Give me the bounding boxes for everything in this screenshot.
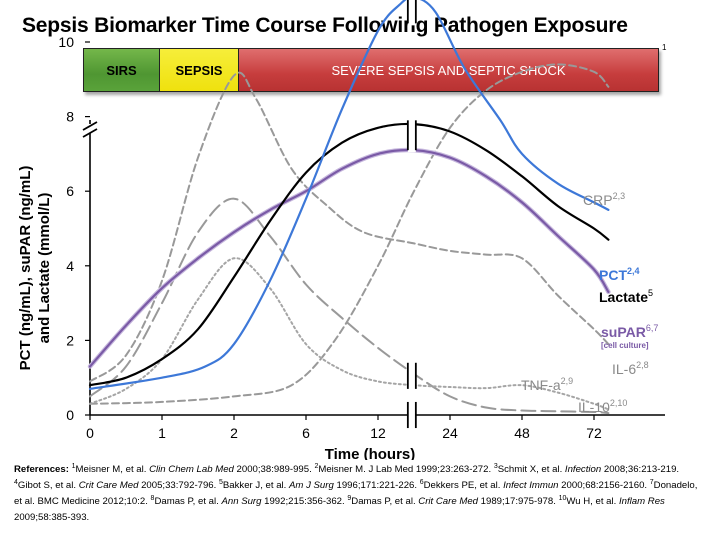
x-tick-label: 24 xyxy=(442,425,458,441)
series-label-TNF-a: TNF-a2,9 xyxy=(521,376,573,393)
x-tick-label: 6 xyxy=(302,425,310,441)
y-axis-break-gap xyxy=(84,124,96,133)
x-axis-break-gap xyxy=(407,360,416,391)
sepsis-phase-bar: SIRS SEPSIS SEVERE SEPSIS AND SEPTIC SHO… xyxy=(83,48,659,92)
series-label-suPAR: suPAR6,7 xyxy=(601,323,658,340)
y-axis-label-line: and Lactate (mmol/L) xyxy=(36,193,53,344)
x-axis-break-gap xyxy=(407,0,416,26)
series-line-suPAR xyxy=(88,148,610,368)
series-label-PCT: PCT2,4 xyxy=(599,266,640,283)
x-tick-label: 1 xyxy=(158,425,166,441)
series-label-Lactate: Lactate5 xyxy=(599,288,653,305)
y-tick-label: 8 xyxy=(66,109,74,125)
y-tick-label: 10 xyxy=(58,34,74,50)
x-tick-label: 0 xyxy=(86,425,94,441)
y-axis-break-mark xyxy=(82,121,98,131)
y-tick-label: 4 xyxy=(66,258,74,274)
y-tick-label: 6 xyxy=(66,183,74,199)
reference-item: 6Dekkers PE, et al. Infect Immun 2000;68… xyxy=(419,478,650,491)
x-tick-label: 72 xyxy=(586,425,602,441)
x-tick-label: 12 xyxy=(370,425,386,441)
phase-severe-sepsis: SEVERE SEPSIS AND SEPTIC SHOCK xyxy=(239,49,658,91)
phase-sirs: SIRS xyxy=(84,49,159,91)
references-label: References: xyxy=(14,464,72,475)
series-line-IL-6 xyxy=(89,71,610,383)
reference-item: 4Gibot S, et al. Crit Care Med 2005;33:7… xyxy=(14,478,219,491)
x-tick-label: 48 xyxy=(514,425,530,441)
series-sublabel-suPAR: [cell culture] xyxy=(601,341,649,350)
series-line-CRP xyxy=(89,63,610,405)
x-tick-label: 2 xyxy=(230,425,238,441)
references: References: 1Meisner M, et al. Clin Chem… xyxy=(14,462,708,526)
series-line-PCT xyxy=(88,0,610,390)
reference-item: 2Meisner M. J Lab Med 1999;23:263-272. xyxy=(314,462,494,475)
reference-item: 7Donadelo, et al. BMC Medicine 2012;10:2… xyxy=(14,478,698,507)
series-label-CRP: CRP2,3 xyxy=(583,191,625,208)
reference-item: 3Schmit X, et al. Infection 2008;36:213-… xyxy=(493,462,680,475)
series-label-IL-10: IL-102,10 xyxy=(578,398,627,415)
y-tick-label: 2 xyxy=(66,332,74,348)
reference-item: 9Damas P, et al. Crit Care Med 1989;17:9… xyxy=(347,494,559,507)
series-label-IL-6: IL-62,8 xyxy=(612,360,649,377)
phase-bar-reference: 1 xyxy=(662,43,667,52)
reference-item: 10Wu H, et al. Inflam Res 2009;58:385-39… xyxy=(14,494,665,523)
reference-item: 5Bakker J, et al. Am J Surg 1996;171:221… xyxy=(218,478,420,491)
phase-sepsis: SEPSIS xyxy=(159,49,239,91)
x-axis-label: Time (hours) xyxy=(325,446,416,460)
y-axis-label-line: PCT (ng/mL), suPAR (ng/mL) xyxy=(17,166,34,371)
reference-item: 8Damas P, et al. Ann Surg 1992;215:356-3… xyxy=(150,494,348,507)
reference-item: 1Meisner M, et al. Clin Chem Lab Med 200… xyxy=(71,462,315,475)
series-line-IL-10 xyxy=(89,257,610,411)
y-axis-break-mark xyxy=(82,128,98,138)
y-axis-label: PCT (ng/mL), suPAR (ng/mL) and Lactate (m… xyxy=(17,166,53,371)
y-tick-label: 0 xyxy=(66,407,74,423)
x-axis-break-gap xyxy=(407,118,416,153)
series-line-Lactate xyxy=(88,122,610,387)
chart-title: Sepsis Biomarker Time Course Following P… xyxy=(22,14,628,37)
x-axis-break-gap xyxy=(407,399,416,431)
